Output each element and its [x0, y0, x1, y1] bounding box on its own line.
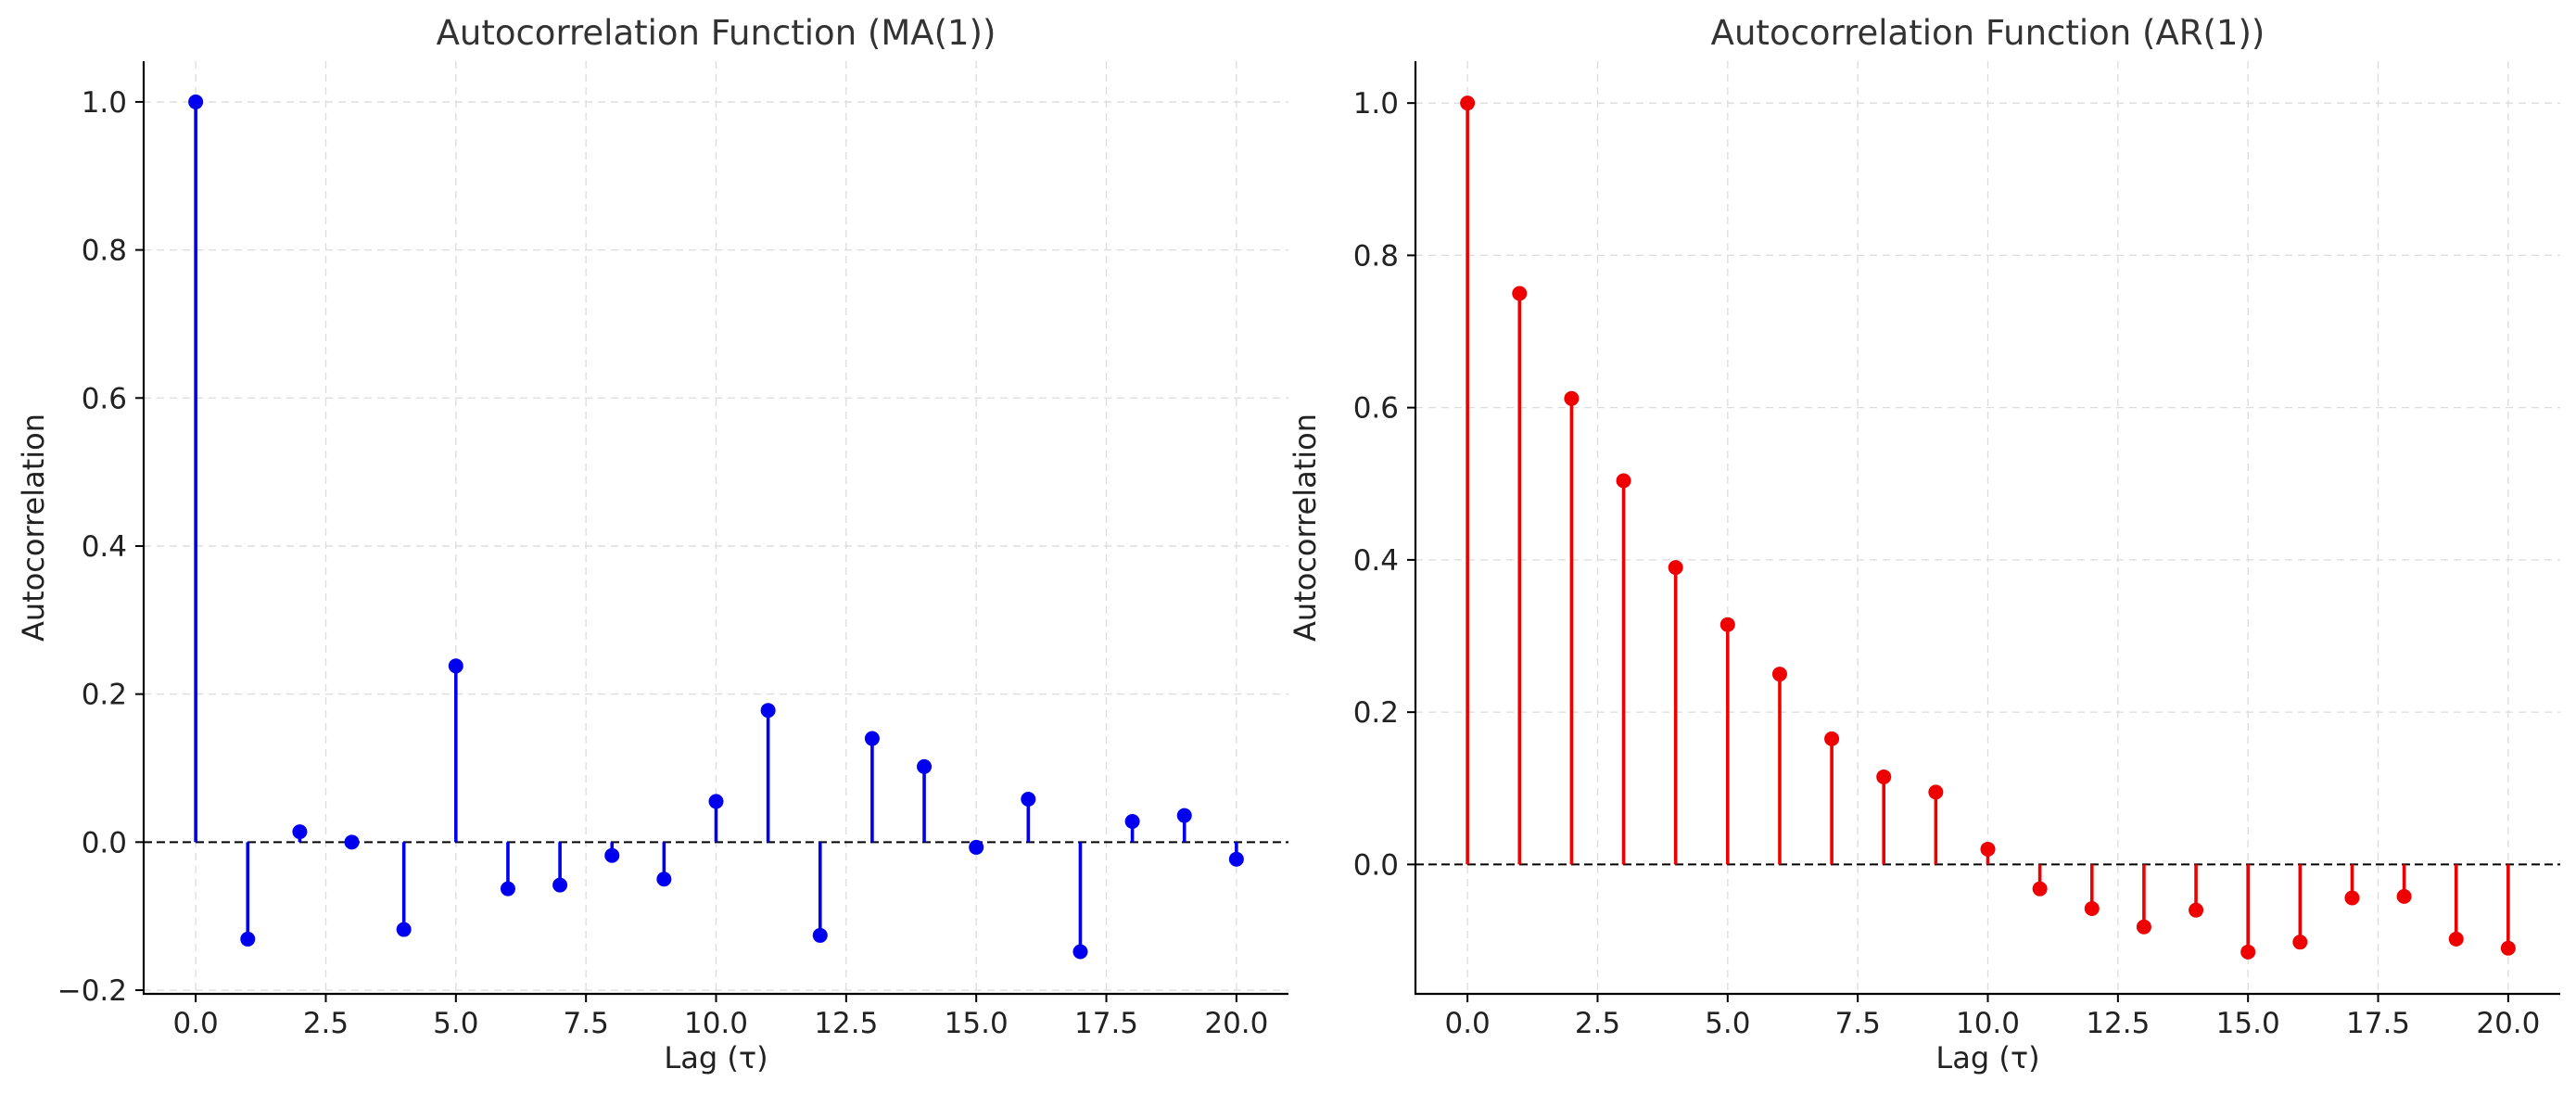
ar1-marker-3 [1616, 473, 1631, 489]
ar1-y-axis-label: Autocorrelation [1288, 413, 1323, 642]
ma1-marker-16 [1021, 792, 1036, 808]
ar1-x-ticks: 0.0 2.5 5.0 7.5 10.0 12.5 15.0 17.5 20.0 [1444, 994, 2540, 1040]
ar1-marker-6 [1771, 667, 1787, 682]
ma1-marker-20 [1228, 851, 1244, 867]
ma1-x-tick-label-6: 15.0 [945, 1007, 1009, 1040]
ma1-x-tick-label-4: 10.0 [684, 1007, 748, 1040]
ar1-marker-18 [2396, 888, 2412, 904]
ma1-y-tick-label-1: 0.0 [82, 826, 127, 859]
ar1-marker-20 [2500, 940, 2516, 956]
ar1-marker-5 [1719, 617, 1735, 632]
ma1-acf-panel: 0.0 2.5 5.0 7.5 10.0 12.5 15.0 17.5 20.0 −0.2 0.0… [16, 13, 1288, 1075]
ar1-stems [1460, 95, 2516, 960]
ma1-y-tick-label-5: 0.8 [82, 235, 127, 268]
ar1-x-tick-label-7: 17.5 [2346, 1007, 2410, 1040]
ma1-x-tick-label-8: 20.0 [1204, 1007, 1268, 1040]
ar1-y-tick-label-1: 0.2 [1353, 696, 1399, 730]
ma1-y-tick-label-2: 0.2 [82, 679, 127, 712]
ar1-marker-10 [1980, 841, 1996, 857]
ar1-x-tick-label-5: 12.5 [2086, 1007, 2150, 1040]
ma1-chart-title: Autocorrelation Function (MA(1)) [437, 13, 996, 53]
ar1-marker-8 [1876, 769, 1892, 784]
ma1-marker-4 [396, 922, 412, 937]
ar1-x-axis-label: Lag (τ) [1935, 1040, 2039, 1075]
ma1-y-tick-label-3: 0.4 [82, 530, 127, 564]
ma1-marker-6 [500, 881, 515, 897]
ar1-marker-12 [2084, 901, 2100, 917]
ma1-marker-18 [1124, 813, 1140, 829]
ma1-x-tick-label-5: 12.5 [814, 1007, 878, 1040]
ar1-marker-4 [1668, 560, 1683, 576]
ma1-marker-19 [1176, 808, 1192, 823]
ma1-x-ticks: 0.0 2.5 5.0 7.5 10.0 12.5 15.0 17.5 20.0 [172, 994, 1268, 1040]
ma1-x-tick-label-7: 17.5 [1074, 1007, 1138, 1040]
ar1-marker-2 [1564, 390, 1580, 406]
ma1-marker-15 [969, 839, 984, 855]
ar1-marker-9 [1928, 784, 1944, 800]
ma1-marker-17 [1072, 944, 1088, 960]
ar1-marker-11 [2032, 881, 2048, 897]
ma1-marker-5 [448, 658, 463, 674]
ma1-marker-12 [812, 927, 828, 943]
ma1-marker-14 [917, 758, 933, 774]
ma1-marker-7 [552, 877, 568, 893]
ma1-x-tick-label-3: 7.5 [564, 1007, 609, 1040]
ma1-x-tick-label-2: 5.0 [433, 1007, 478, 1040]
ar1-x-tick-label-2: 5.0 [1705, 1007, 1750, 1040]
ma1-y-tick-label-0: −0.2 [57, 974, 127, 1008]
ar1-y-tick-label-0: 0.0 [1353, 848, 1399, 882]
ar1-x-tick-label-6: 15.0 [2216, 1007, 2280, 1040]
ma1-x-tick-label-1: 2.5 [303, 1007, 349, 1040]
ma1-stems [188, 94, 1244, 960]
ma1-marker-2 [292, 824, 308, 840]
ar1-marker-13 [2136, 919, 2151, 935]
ar1-marker-19 [2448, 931, 2464, 947]
ar1-marker-16 [2292, 935, 2308, 950]
ar1-y-tick-label-3: 0.6 [1353, 392, 1399, 426]
ar1-marker-0 [1460, 95, 1476, 111]
ar1-x-tick-label-8: 20.0 [2476, 1007, 2540, 1040]
ma1-y-tick-label-6: 1.0 [82, 86, 127, 120]
ma1-marker-11 [760, 703, 776, 719]
ar1-y-tick-label-5: 1.0 [1353, 87, 1399, 121]
ar1-y-tick-label-4: 0.8 [1353, 239, 1399, 273]
ma1-marker-3 [344, 834, 360, 850]
ma1-y-ticks: −0.2 0.0 0.2 0.4 0.6 0.8 1.0 [57, 86, 144, 1008]
ma1-y-axis-label: Autocorrelation [16, 413, 51, 642]
ar1-x-tick-label-4: 10.0 [1956, 1007, 2020, 1040]
ar1-marker-17 [2344, 890, 2360, 906]
ma1-x-tick-label-0: 0.0 [172, 1007, 218, 1040]
ma1-marker-1 [240, 931, 256, 947]
ma1-marker-9 [656, 871, 672, 887]
ar1-marker-14 [2189, 902, 2204, 918]
ar1-marker-1 [1512, 286, 1528, 301]
ma1-x-axis-label: Lag (τ) [664, 1040, 768, 1075]
ar1-chart-title: Autocorrelation Function (AR(1)) [1711, 13, 2265, 53]
ar1-x-tick-label-1: 2.5 [1575, 1007, 1620, 1040]
ma1-marker-8 [604, 847, 620, 863]
ma1-marker-13 [864, 731, 880, 746]
ma1-y-tick-label-4: 0.6 [82, 382, 127, 415]
ar1-acf-panel: 0.0 2.5 5.0 7.5 10.0 12.5 15.0 17.5 20.0 0.00.20… [1288, 13, 2560, 1075]
ar1-x-tick-label-0: 0.0 [1444, 1007, 1490, 1040]
ma1-marker-0 [188, 94, 204, 109]
ma1-marker-10 [708, 794, 724, 809]
ar1-y-ticks: 0.0 0.2 0.4 0.6 0.8 1.0 [1353, 87, 1415, 882]
ar1-marker-7 [1824, 731, 1840, 746]
ar1-marker-15 [2240, 944, 2256, 960]
ma1-grid [144, 61, 1288, 994]
ar1-x-tick-label-3: 7.5 [1835, 1007, 1881, 1040]
ar1-y-tick-label-2: 0.4 [1353, 544, 1399, 578]
